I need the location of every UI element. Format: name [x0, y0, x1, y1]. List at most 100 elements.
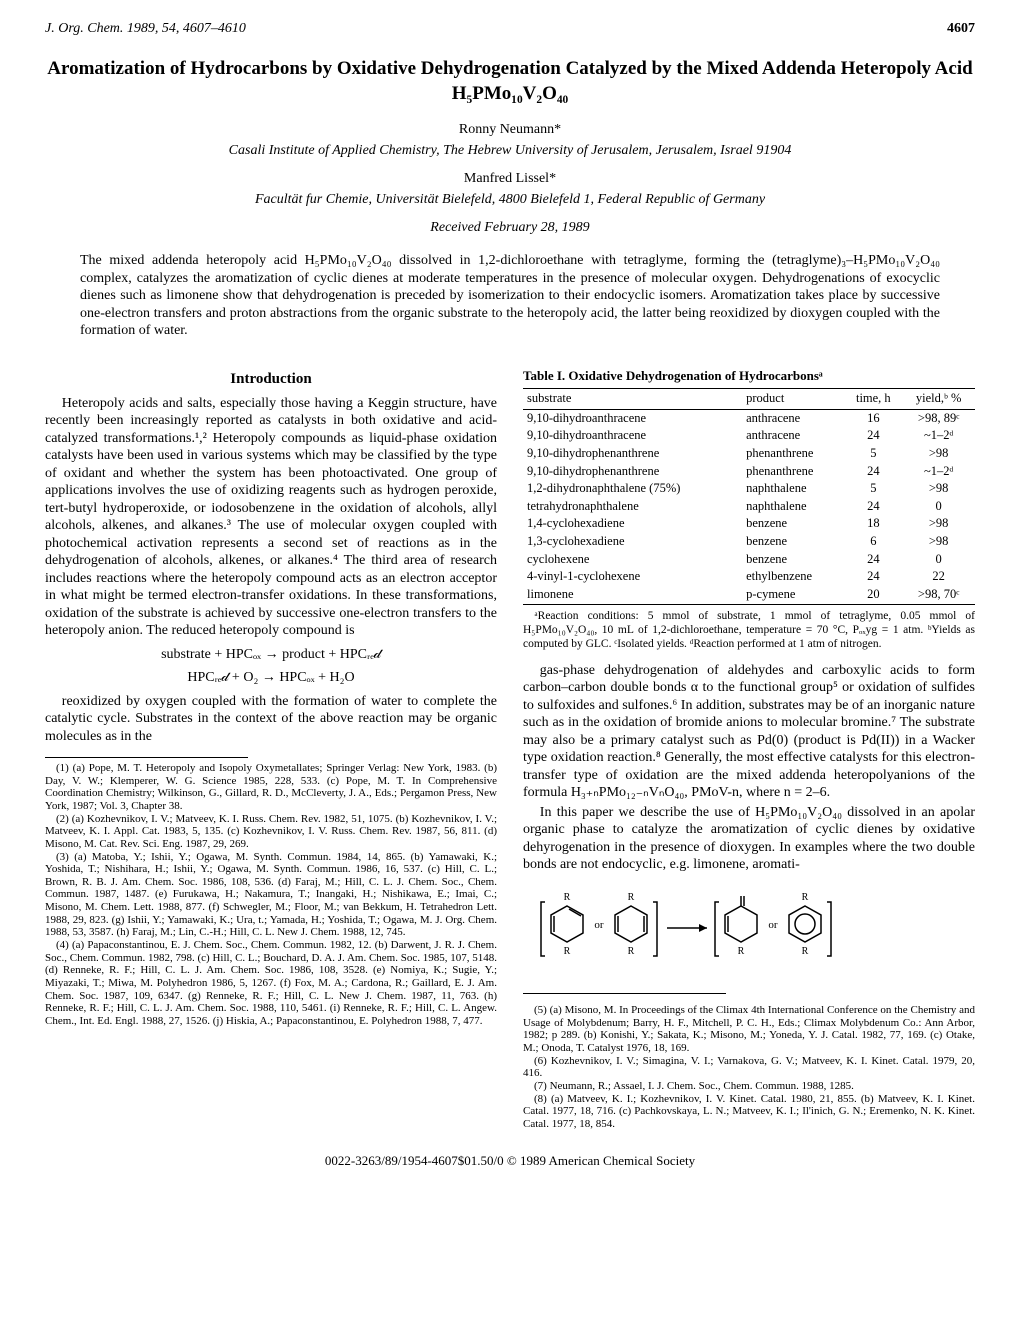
table-cell: p-cymene [742, 586, 844, 604]
author-2: Manfred Lissel* [45, 170, 975, 188]
table-cell: 9,10-dihydrophenanthrene [523, 463, 742, 481]
abstract: The mixed addenda heteropoly acid H₅PMo₁… [80, 252, 940, 340]
svg-text:R: R [802, 892, 809, 903]
footnote-1: (1) (a) Pope, M. T. Heteropoly and Isopo… [45, 762, 497, 813]
table-row: 9,10-dihydrophenanthrenephenanthrene5>98 [523, 445, 975, 463]
table-1-note: ᵃReaction conditions: 5 mmol of substrat… [523, 609, 975, 652]
affiliation-1: Casali Institute of Applied Chemistry, T… [45, 142, 975, 160]
table-cell: >98 [902, 480, 975, 498]
svg-text:R: R [628, 892, 635, 903]
table-cell: 24 [844, 551, 902, 569]
svg-text:R: R [628, 946, 635, 957]
table-cell: anthracene [742, 409, 844, 427]
equation-1: substrate + HPCₒₓ → product + HPCᵣₑ𝒹 [45, 646, 497, 664]
svg-text:or: or [768, 919, 778, 931]
table-cell: >98 [902, 533, 975, 551]
footnotes-right: (5) (a) Misono, M. In Proceedings of the… [523, 1004, 975, 1130]
table-row: tetrahydronaphthalenenaphthalene240 [523, 498, 975, 516]
table-cell: 0 [902, 551, 975, 569]
footnote-5: (5) (a) Misono, M. In Proceedings of the… [523, 1004, 975, 1055]
right-para-1: gas-phase dehydrogenation of aldehydes a… [523, 662, 975, 802]
article-title: Aromatization of Hydrocarbons by Oxidati… [45, 56, 975, 107]
table-row: 1,3-cyclohexadienebenzene6>98 [523, 533, 975, 551]
table-row: 1,4-cyclohexadienebenzene18>98 [523, 515, 975, 533]
svg-text:or: or [594, 919, 604, 931]
footnote-2: (2) (a) Kozhevnikov, I. V.; Matveev, K. … [45, 813, 497, 851]
table-cell: 24 [844, 463, 902, 481]
table-row: 9,10-dihydroanthraceneanthracene16>98, 8… [523, 409, 975, 427]
table-cell: 4-vinyl-1-cyclohexene [523, 568, 742, 586]
table-cell: ethylbenzene [742, 568, 844, 586]
table-row: 9,10-dihydrophenanthrenephenanthrene24~1… [523, 463, 975, 481]
author-1: Ronny Neumann* [45, 121, 975, 139]
th-time: time, h [844, 389, 902, 410]
footnote-4: (4) (a) Papaconstantinou, E. J. Chem. So… [45, 939, 497, 1027]
table-cell: 24 [844, 498, 902, 516]
table-cell: 1,2-dihydronaphthalene (75%) [523, 480, 742, 498]
introduction-heading: Introduction [45, 370, 497, 389]
th-yield: yield,ᵇ % [902, 389, 975, 410]
right-para-2: In this paper we describe the use of H₅P… [523, 804, 975, 874]
table-cell: >98 [902, 445, 975, 463]
table-cell: 18 [844, 515, 902, 533]
table-cell: anthracene [742, 427, 844, 445]
th-product: product [742, 389, 844, 410]
table-row: 9,10-dihydroanthraceneanthracene24~1–2ᵈ [523, 427, 975, 445]
footnotes-left: (1) (a) Pope, M. T. Heteropoly and Isopo… [45, 762, 497, 1027]
svg-text:R: R [564, 946, 571, 957]
table-cell: 6 [844, 533, 902, 551]
table-cell: 0 [902, 498, 975, 516]
received-date: Received February 28, 1989 [45, 219, 975, 237]
table-cell: benzene [742, 551, 844, 569]
footnote-rule-right [523, 993, 726, 994]
footnote-rule [45, 757, 248, 758]
table-row: 1,2-dihydronaphthalene (75%)naphthalene5… [523, 480, 975, 498]
intro-para-1: Heteropoly acids and salts, especially t… [45, 395, 497, 640]
reaction-scheme: R R or R R R or [523, 884, 975, 980]
table-cell: ~1–2ᵈ [902, 427, 975, 445]
journal-citation: J. Org. Chem. 1989, 54, 4607–4610 [45, 20, 246, 38]
table-row: cyclohexenebenzene240 [523, 551, 975, 569]
table-cell: >98 [902, 515, 975, 533]
table-cell: 5 [844, 480, 902, 498]
footnote-7: (7) Neumann, R.; Assael, I. J. Chem. Soc… [523, 1080, 975, 1093]
footnote-6: (6) Kozhevnikov, I. V.; Simagina, V. I.;… [523, 1055, 975, 1080]
table-cell: 22 [902, 568, 975, 586]
table-cell: 24 [844, 427, 902, 445]
table-cell: >98, 70ᶜ [902, 586, 975, 604]
table-cell: 1,3-cyclohexadiene [523, 533, 742, 551]
table-cell: 5 [844, 445, 902, 463]
table-cell: phenanthrene [742, 445, 844, 463]
svg-text:R: R [738, 946, 745, 957]
intro-para-2: reoxidized by oxygen coupled with the fo… [45, 693, 497, 746]
page-number: 4607 [947, 20, 975, 38]
table-cell: 9,10-dihydroanthracene [523, 409, 742, 427]
table-cell: tetrahydronaphthalene [523, 498, 742, 516]
equation-2: HPCᵣₑ𝒹 + O₂ → HPCₒₓ + H₂O [45, 669, 497, 687]
table-cell: phenanthrene [742, 463, 844, 481]
table-cell: 24 [844, 568, 902, 586]
th-substrate: substrate [523, 389, 742, 410]
table-cell: naphthalene [742, 480, 844, 498]
table-cell: 1,4-cyclohexadiene [523, 515, 742, 533]
table-cell: 16 [844, 409, 902, 427]
table-1-title: Table I. Oxidative Dehydrogenation of Hy… [523, 368, 975, 384]
table-cell: 9,10-dihydrophenanthrene [523, 445, 742, 463]
footnote-8: (8) (a) Matveev, K. I.; Kozhevnikov, I. … [523, 1093, 975, 1131]
table-cell: limonene [523, 586, 742, 604]
footnote-3: (3) (a) Matoba, Y.; Ishii, Y.; Ogawa, M.… [45, 851, 497, 939]
table-cell: benzene [742, 515, 844, 533]
table-cell: ~1–2ᵈ [902, 463, 975, 481]
table-cell: naphthalene [742, 498, 844, 516]
copyright-footer: 0022-3263/89/1954-4607$01.50/0 © 1989 Am… [45, 1153, 975, 1169]
running-header: J. Org. Chem. 1989, 54, 4607–4610 4607 [45, 20, 975, 38]
svg-text:R: R [802, 946, 809, 957]
affiliation-2: Facultät fur Chemie, Universität Bielefe… [45, 191, 975, 209]
svg-text:R: R [564, 892, 571, 903]
table-row: limonenep-cymene20>98, 70ᶜ [523, 586, 975, 604]
table-1: substrate product time, h yield,ᵇ % 9,10… [523, 388, 975, 605]
table-cell: cyclohexene [523, 551, 742, 569]
table-cell: >98, 89ᶜ [902, 409, 975, 427]
table-row: 4-vinyl-1-cyclohexeneethylbenzene2422 [523, 568, 975, 586]
table-cell: 9,10-dihydroanthracene [523, 427, 742, 445]
